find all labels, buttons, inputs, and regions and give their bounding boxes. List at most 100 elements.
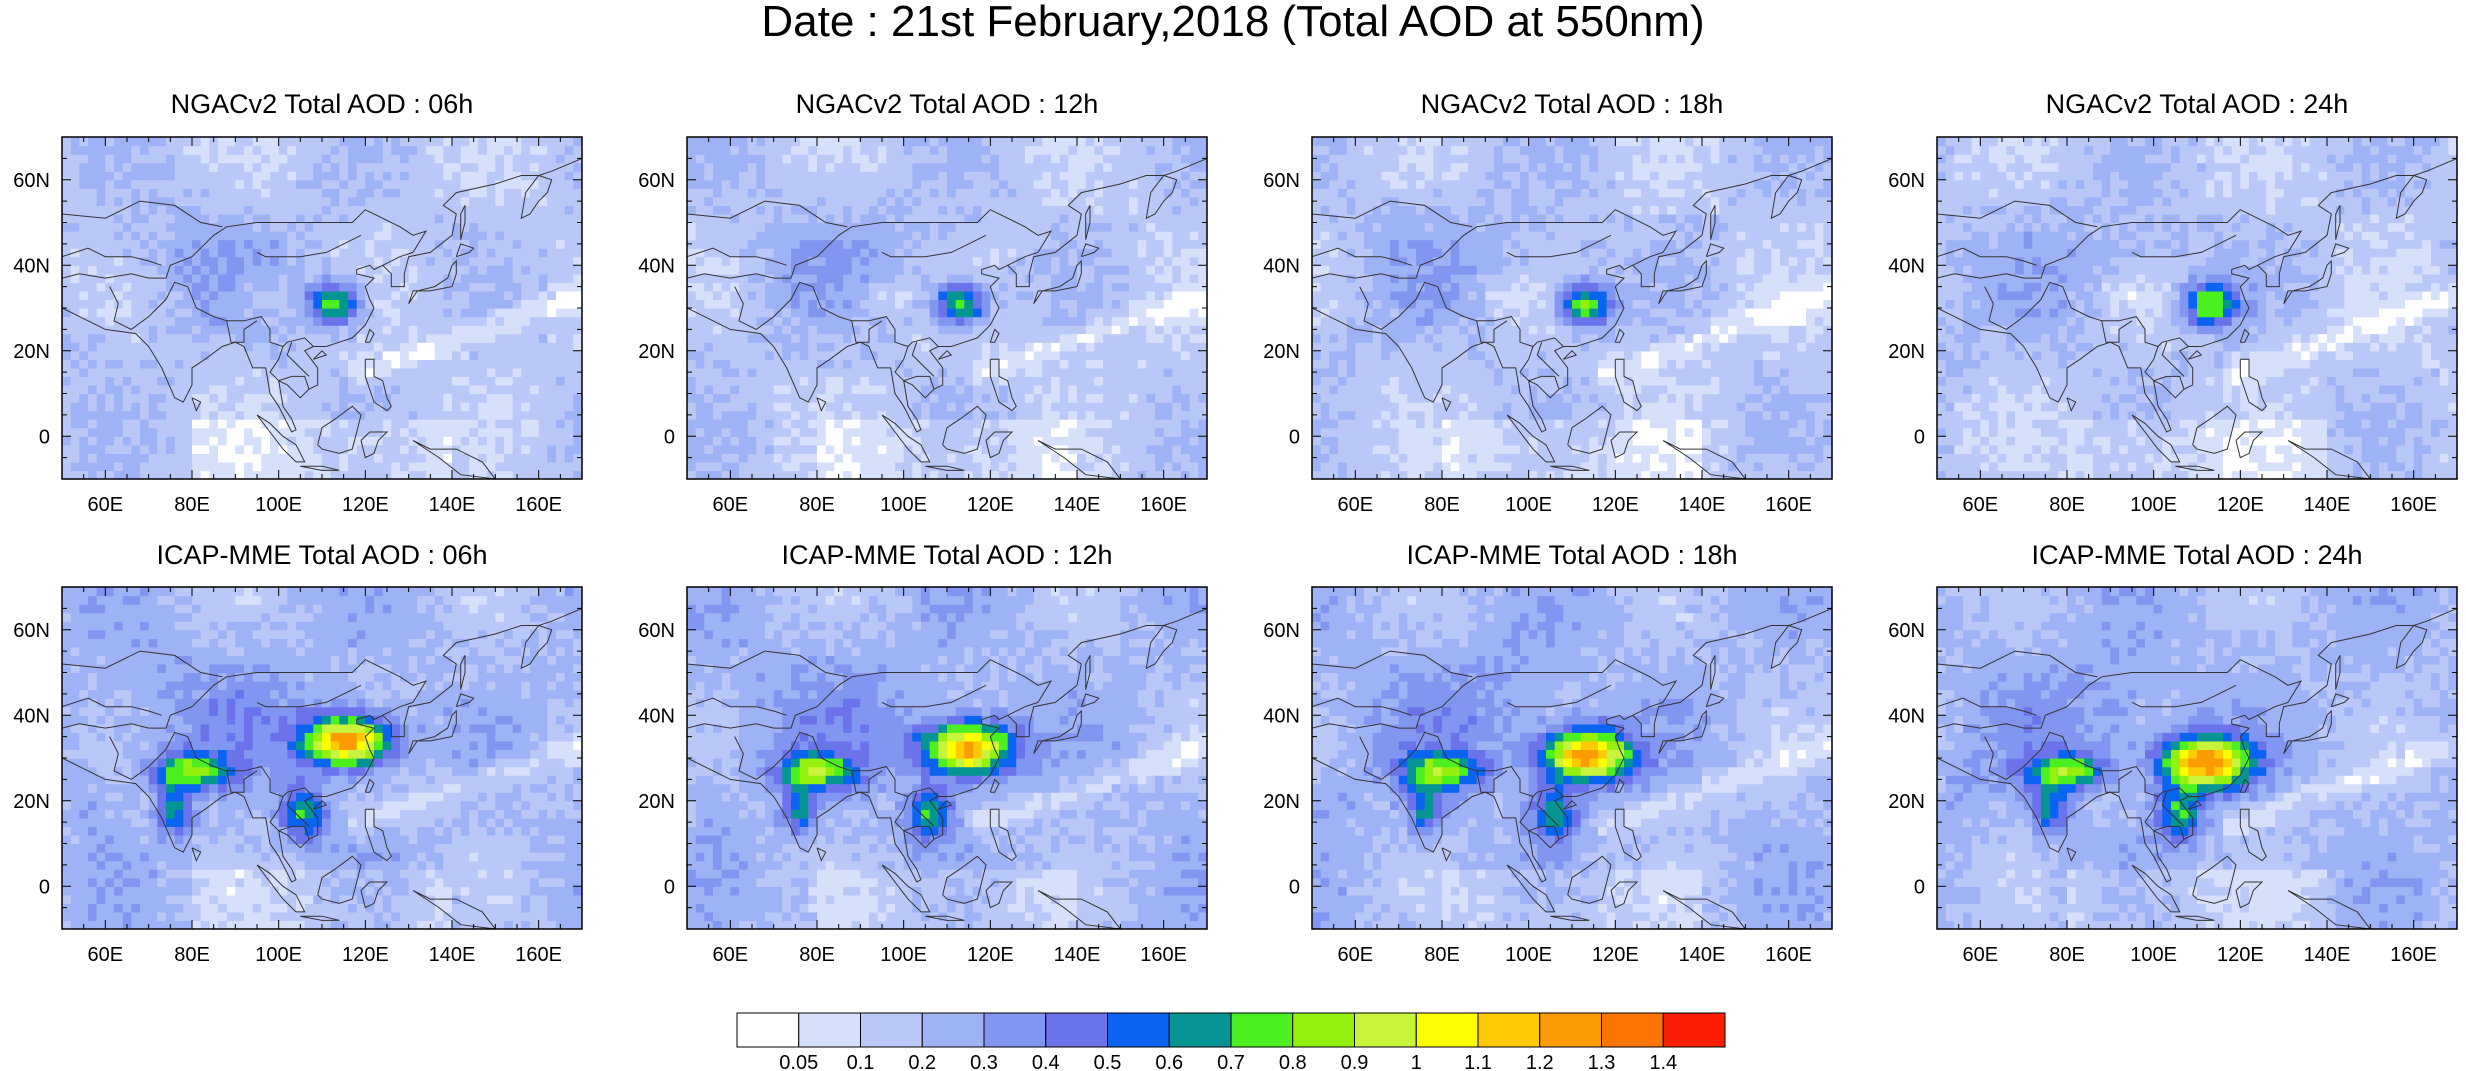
colorbar-swatch [1354,1012,1417,1048]
lat-tick-label: 60N [1263,620,1300,642]
colorbar-swatch [921,1012,985,1048]
lat-tick-label: 0 [39,876,50,898]
lat-tick-label: 0 [1289,876,1300,898]
lat-tick-label: 20N [13,341,50,363]
lon-tick-label: 120E [342,944,389,966]
lon-tick-label: 160E [1140,944,1187,966]
colorbar-label: 0.05 [779,1052,818,1071]
lon-tick-label: 140E [1054,944,1101,966]
colorbar-swatch [736,1012,800,1048]
aod-field [62,137,582,479]
lat-tick-label: 20N [13,791,50,813]
lat-tick-label: 0 [1914,876,1925,898]
colorbar-label: 0.7 [1217,1052,1245,1071]
colorbar-label: 1 [1411,1052,1422,1071]
colorbar-swatch [1662,1012,1726,1048]
lon-tick-label: 100E [880,944,927,966]
lat-tick-label: 0 [1914,426,1925,448]
lat-tick-label: 60N [13,170,50,192]
lat-tick-label: 20N [638,791,675,813]
colorbar-label: 0.2 [908,1052,936,1071]
lon-tick-label: 160E [515,944,562,966]
aod-field [1312,587,1832,929]
lon-tick-label: 100E [1505,944,1552,966]
coastlines [1937,607,2457,929]
panel-title: NGACv2 Total AOD : 18h [1312,89,1832,119]
lat-tick-label: 40N [1888,255,1925,277]
colorbar-label: 0.1 [847,1052,875,1071]
lon-tick-label: 120E [342,494,389,516]
aod-field [1937,587,2457,929]
lon-tick-label: 100E [2130,944,2177,966]
colorbar: 0.05 0.1 0.2 0.3 0.4 0.5 0.6 0.7 0.8 0.9 1 1.1 1.2 1.… [736,1012,1726,1071]
lon-tick-label: 80E [1424,494,1460,516]
colorbar-label: 0.9 [1341,1052,1369,1071]
colorbar-swatch [983,1012,1047,1048]
panel-title: ICAP-MME Total AOD : 24h [1937,540,2457,570]
lon-tick-label: 140E [2304,494,2351,516]
colorbar-swatch [1292,1012,1355,1048]
lon-tick-label: 60E [1338,944,1374,966]
lat-tick-label: 0 [39,426,50,448]
lon-tick-label: 60E [1963,944,1999,966]
lat-tick-label: 60N [13,620,50,642]
lat-tick-label: 20N [638,341,675,363]
lat-tick-label: 20N [1888,341,1925,363]
lat-tick-label: 40N [1888,705,1925,727]
lat-tick-label: 40N [1263,255,1300,277]
lon-tick-label: 140E [429,494,476,516]
aod-field [687,587,1207,929]
map-panel: 60E 80E 100E 120E 140E 160E 60N 40N 20N 0 [1263,586,1833,966]
coastlines [687,157,1207,479]
colorbar-label: 1.3 [1588,1052,1616,1071]
lat-tick-label: 20N [1888,791,1925,813]
lon-tick-label: 100E [255,944,302,966]
aod-field [1312,137,1832,479]
coastlines [1312,607,1832,929]
lat-tick-label: 0 [664,876,675,898]
coastlines [687,607,1207,929]
colorbar-swatch [1539,1012,1602,1048]
lon-tick-label: 80E [799,944,835,966]
lon-tick-label: 60E [1963,494,1999,516]
lon-tick-label: 60E [88,494,124,516]
lon-tick-label: 120E [2217,494,2264,516]
lon-tick-label: 160E [2390,944,2437,966]
colorbar-swatch [1230,1012,1294,1048]
lat-tick-label: 60N [638,620,675,642]
colorbar-swatch [1415,1012,1479,1048]
aod-field [687,137,1207,479]
map-panel: 60E 80E 100E 120E 140E 160E 60N 40N 20N 0 [13,586,583,966]
colorbar-label: 0.5 [1094,1052,1122,1071]
lon-tick-label: 160E [1140,494,1187,516]
lon-tick-label: 120E [967,944,1014,966]
lon-tick-label: 160E [1765,494,1812,516]
coastlines [62,157,582,479]
colorbar-label: 0.6 [1155,1052,1183,1071]
lon-tick-label: 80E [1424,944,1460,966]
colorbar-label: 1.1 [1464,1052,1492,1071]
colorbar-label: 1.2 [1526,1052,1554,1071]
lat-tick-label: 60N [1888,620,1925,642]
lon-tick-label: 140E [1679,494,1726,516]
lon-tick-label: 60E [713,494,749,516]
colorbar-label: 0.8 [1279,1052,1307,1071]
lon-tick-label: 140E [1679,944,1726,966]
lon-tick-label: 100E [255,494,302,516]
lon-tick-label: 140E [1054,494,1101,516]
lon-tick-label: 160E [2390,494,2437,516]
lon-tick-label: 80E [2049,944,2085,966]
lon-tick-label: 60E [88,944,124,966]
lon-tick-label: 100E [1505,494,1552,516]
colorbar-swatch [798,1012,861,1048]
map-panel: 60E 80E 100E 120E 140E 160E 60N 40N 20N 0 [13,136,583,516]
lon-tick-label: 120E [967,494,1014,516]
colorbar-label: 0.3 [970,1052,998,1071]
colorbar-swatch [1601,1012,1664,1048]
lat-tick-label: 40N [1263,705,1300,727]
lon-tick-label: 80E [799,494,835,516]
lon-tick-label: 120E [1592,944,1639,966]
map-panel: 60E 80E 100E 120E 140E 160E 60N 40N 20N 0 [1888,586,2458,966]
map-panel: 60E 80E 100E 120E 140E 160E 60N 40N 20N 0 [638,586,1208,966]
colorbar-swatch [1168,1012,1232,1048]
